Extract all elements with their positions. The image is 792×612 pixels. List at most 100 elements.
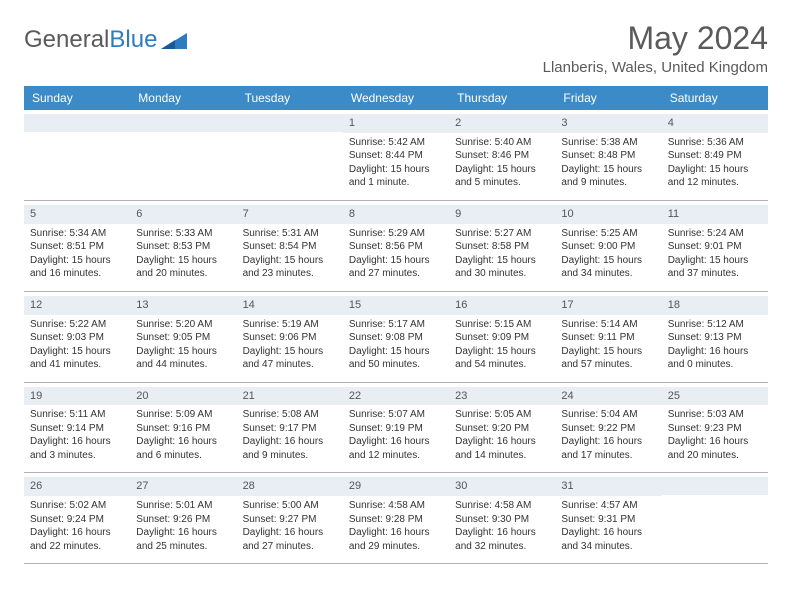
daylight-text: Daylight: 15 hours and 30 minutes. [455, 254, 549, 281]
sunrise-text: Sunrise: 5:36 AM [668, 136, 762, 150]
daylight-text: Daylight: 15 hours and 9 minutes. [561, 163, 655, 190]
daylight-text: Daylight: 16 hours and 27 minutes. [243, 526, 337, 553]
sunset-text: Sunset: 9:22 PM [561, 422, 655, 436]
day-header-cell: Wednesday [343, 86, 449, 110]
logo: GeneralBlue [24, 20, 187, 54]
calendar-cell: 11Sunrise: 5:24 AMSunset: 9:01 PMDayligh… [662, 201, 768, 291]
calendar-cell: 15Sunrise: 5:17 AMSunset: 9:08 PMDayligh… [343, 292, 449, 382]
sunset-text: Sunset: 8:46 PM [455, 149, 549, 163]
calendar-cell: 28Sunrise: 5:00 AMSunset: 9:27 PMDayligh… [237, 473, 343, 563]
day-header-cell: Monday [130, 86, 236, 110]
sunset-text: Sunset: 9:11 PM [561, 331, 655, 345]
sunset-text: Sunset: 9:14 PM [30, 422, 124, 436]
header: GeneralBlue May 2024 Llanberis, Wales, U… [24, 20, 768, 76]
sunrise-text: Sunrise: 5:38 AM [561, 136, 655, 150]
sunrise-text: Sunrise: 5:02 AM [30, 499, 124, 513]
daylight-text: Daylight: 15 hours and 50 minutes. [349, 345, 443, 372]
daylight-text: Daylight: 16 hours and 34 minutes. [561, 526, 655, 553]
daylight-text: Daylight: 16 hours and 20 minutes. [668, 435, 762, 462]
sunset-text: Sunset: 9:26 PM [136, 513, 230, 527]
daylight-text: Daylight: 15 hours and 23 minutes. [243, 254, 337, 281]
day-header-cell: Friday [555, 86, 661, 110]
sunset-text: Sunset: 8:48 PM [561, 149, 655, 163]
daylight-text: Daylight: 15 hours and 1 minute. [349, 163, 443, 190]
calendar-cell: 25Sunrise: 5:03 AMSunset: 9:23 PMDayligh… [662, 383, 768, 473]
day-number: 20 [130, 387, 236, 406]
weeks-grid: 1Sunrise: 5:42 AMSunset: 8:44 PMDaylight… [24, 110, 768, 564]
sunrise-text: Sunrise: 4:57 AM [561, 499, 655, 513]
logo-text-general: General [24, 26, 109, 54]
day-number: 1 [343, 114, 449, 133]
sunset-text: Sunset: 9:31 PM [561, 513, 655, 527]
daylight-text: Daylight: 15 hours and 44 minutes. [136, 345, 230, 372]
day-number [24, 114, 130, 132]
sunrise-text: Sunrise: 5:40 AM [455, 136, 549, 150]
calendar-cell: 13 Sunrise: 5:20 AMSunset: 9:05 PMDayligh… [130, 292, 236, 382]
day-number: 23 [449, 387, 555, 406]
sunset-text: Sunset: 8:56 PM [349, 240, 443, 254]
week-row: 26Sunrise: 5:02 AMSunset: 9:24 PMDayligh… [24, 473, 768, 564]
calendar: SundayMondayTuesdayWednesdayThursdayFrid… [24, 86, 768, 564]
daylight-text: Daylight: 15 hours and 12 minutes. [668, 163, 762, 190]
daylight-text: Daylight: 15 hours and 47 minutes. [243, 345, 337, 372]
week-row: 19Sunrise: 5:11 AMSunset: 9:14 PMDayligh… [24, 383, 768, 474]
daylight-text: Daylight: 16 hours and 17 minutes. [561, 435, 655, 462]
day-number: 17 [555, 296, 661, 315]
daylight-text: Daylight: 15 hours and 16 minutes. [30, 254, 124, 281]
day-number: 19 [24, 387, 130, 406]
month-title: May 2024 [543, 20, 768, 57]
day-number: 13 [130, 296, 236, 315]
day-number: 12 [24, 296, 130, 315]
day-number: 3 [555, 114, 661, 133]
day-number: 29 [343, 477, 449, 496]
sunrise-text: Sunrise: 5:14 AM [561, 318, 655, 332]
calendar-cell: 4Sunrise: 5:36 AMSunset: 8:49 PMDaylight… [662, 110, 768, 200]
logo-text-blue: Blue [109, 26, 157, 54]
day-number: 5 [24, 205, 130, 224]
sunset-text: Sunset: 9:23 PM [668, 422, 762, 436]
daylight-text: Daylight: 15 hours and 54 minutes. [455, 345, 549, 372]
day-number [237, 114, 343, 132]
location-text: Llanberis, Wales, United Kingdom [543, 59, 768, 76]
sunset-text: Sunset: 9:13 PM [668, 331, 762, 345]
sunrise-text: Sunrise: 5:07 AM [349, 408, 443, 422]
sunrise-text: Sunrise: 5:19 AM [243, 318, 337, 332]
sunset-text: Sunset: 9:03 PM [30, 331, 124, 345]
calendar-cell: 8Sunrise: 5:29 AMSunset: 8:56 PMDaylight… [343, 201, 449, 291]
day-number [130, 114, 236, 132]
sunset-text: Sunset: 9:17 PM [243, 422, 337, 436]
day-number: 24 [555, 387, 661, 406]
daylight-text: Daylight: 16 hours and 12 minutes. [349, 435, 443, 462]
sunset-text: Sunset: 8:58 PM [455, 240, 549, 254]
sunrise-text: Sunrise: 5:24 AM [668, 227, 762, 241]
sunset-text: Sunset: 9:20 PM [455, 422, 549, 436]
sunset-text: Sunset: 9:06 PM [243, 331, 337, 345]
week-row: 1Sunrise: 5:42 AMSunset: 8:44 PMDaylight… [24, 110, 768, 201]
day-number: 16 [449, 296, 555, 315]
sunset-text: Sunset: 9:09 PM [455, 331, 549, 345]
sunrise-text: Sunrise: 5:09 AM [136, 408, 230, 422]
logo-triangle-icon [161, 33, 187, 51]
day-number: 11 [662, 205, 768, 224]
calendar-cell: 19Sunrise: 5:11 AMSunset: 9:14 PMDayligh… [24, 383, 130, 473]
sunrise-text: Sunrise: 5:00 AM [243, 499, 337, 513]
calendar-cell: 18Sunrise: 5:12 AMSunset: 9:13 PMDayligh… [662, 292, 768, 382]
day-number: 22 [343, 387, 449, 406]
sunset-text: Sunset: 9:28 PM [349, 513, 443, 527]
day-number: 25 [662, 387, 768, 406]
sunset-text: Sunset: 9:01 PM [668, 240, 762, 254]
calendar-cell [237, 110, 343, 200]
daylight-text: Daylight: 16 hours and 14 minutes. [455, 435, 549, 462]
sunrise-text: Sunrise: 5:20 AM [136, 318, 230, 332]
sunrise-text: Sunrise: 5:15 AM [455, 318, 549, 332]
calendar-cell: 20Sunrise: 5:09 AMSunset: 9:16 PMDayligh… [130, 383, 236, 473]
calendar-cell: 29Sunrise: 4:58 AMSunset: 9:28 PMDayligh… [343, 473, 449, 563]
sunrise-text: Sunrise: 5:17 AM [349, 318, 443, 332]
sunset-text: Sunset: 9:16 PM [136, 422, 230, 436]
sunrise-text: Sunrise: 5:33 AM [136, 227, 230, 241]
day-header-cell: Thursday [449, 86, 555, 110]
sunset-text: Sunset: 9:05 PM [136, 331, 230, 345]
daylight-text: Daylight: 16 hours and 9 minutes. [243, 435, 337, 462]
day-number: 21 [237, 387, 343, 406]
sunrise-text: Sunrise: 5:12 AM [668, 318, 762, 332]
